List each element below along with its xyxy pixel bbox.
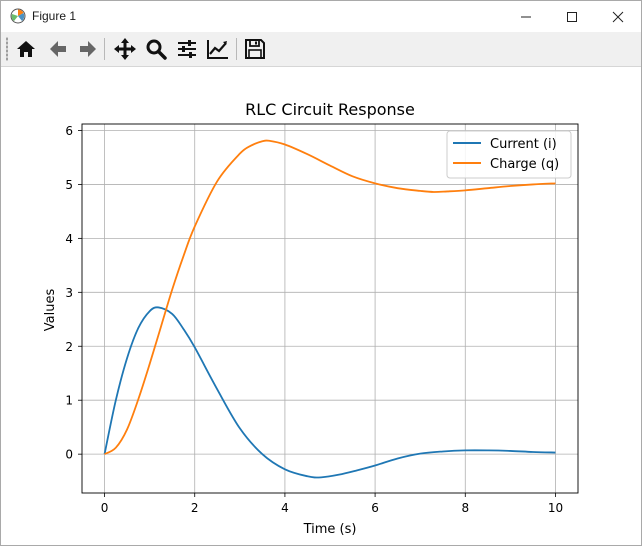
home-button[interactable]	[13, 36, 39, 62]
chart-svg: RLC Circuit Response 0 2 4 6 8 10 0 1 2 3 4 5 6 Tim…	[43, 100, 579, 537]
x-tick-label: 10	[548, 501, 563, 515]
forward-button[interactable]	[75, 36, 101, 62]
window-title: Figure 1	[32, 9, 77, 23]
zoom-button[interactable]	[143, 36, 169, 62]
y-tick-label: 1	[65, 394, 73, 408]
zoom-magnifier-icon	[146, 39, 167, 60]
y-axis-ticks: 0 1 2 3 4 5 6	[65, 124, 82, 462]
x-tick-label: 4	[281, 501, 289, 515]
title-bar[interactable]: Figure 1	[1, 1, 641, 32]
x-tick-label: 8	[461, 501, 469, 515]
y-tick-label: 5	[65, 178, 73, 192]
x-axis-ticks: 0 2 4 6 8 10	[101, 493, 563, 515]
x-tick-label: 6	[371, 501, 379, 515]
maximize-button[interactable]	[549, 1, 595, 32]
grid-layer	[82, 124, 578, 493]
navigation-toolbar	[1, 32, 641, 67]
toolbar-separator	[236, 38, 237, 60]
x-tick-label: 2	[191, 501, 199, 515]
series-line-current	[103, 306, 556, 479]
edit-axis-button[interactable]	[205, 36, 231, 62]
series-layer	[103, 139, 556, 479]
close-icon	[612, 11, 624, 22]
y-tick-label: 3	[65, 286, 73, 300]
axes-frame	[81, 123, 579, 494]
toolbar-grip[interactable]	[6, 37, 8, 61]
pan-button[interactable]	[112, 36, 138, 62]
back-button[interactable]	[45, 36, 71, 62]
x-axis-label: Time (s)	[303, 522, 357, 537]
subplots-sliders-icon	[178, 40, 196, 58]
x-tick-label: 0	[101, 501, 109, 515]
edit-axis-icon	[207, 40, 228, 59]
legend: Current (i) Charge (q)	[446, 130, 572, 179]
minimize-icon	[521, 16, 531, 17]
close-button[interactable]	[595, 1, 641, 32]
back-arrow-icon	[50, 41, 66, 57]
home-icon	[17, 41, 35, 57]
y-axis-label: Values	[43, 289, 58, 332]
series-line-charge	[104, 139, 556, 455]
save-disk-icon	[245, 39, 265, 59]
y-tick-label: 6	[65, 124, 73, 138]
chart-title: RLC Circuit Response	[245, 100, 415, 119]
pan-move-icon	[114, 38, 136, 60]
y-tick-label: 4	[65, 232, 73, 246]
save-button[interactable]	[242, 36, 268, 62]
y-tick-label: 2	[65, 340, 73, 354]
configure-subplots-button[interactable]	[174, 36, 200, 62]
axes-border	[81, 123, 579, 494]
y-tick-label: 0	[65, 448, 73, 462]
maximize-icon	[567, 11, 577, 22]
forward-arrow-icon	[80, 41, 96, 57]
minimize-button[interactable]	[503, 1, 549, 32]
matplotlib-app-icon	[10, 8, 26, 24]
legend-label-charge: Charge (q)	[490, 157, 559, 172]
legend-label-current: Current (i)	[490, 137, 557, 152]
toolbar-separator	[104, 38, 105, 60]
figure-canvas[interactable]: RLC Circuit Response 0 2 4 6 8 10 0 1 2 3 4 5 6 Tim…	[1, 67, 641, 545]
